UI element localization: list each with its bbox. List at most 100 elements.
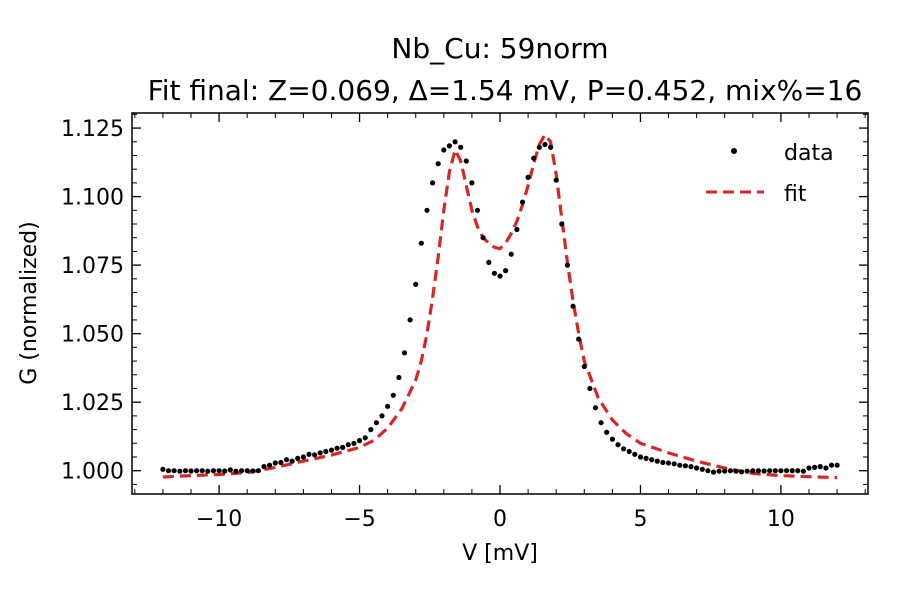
data-point — [312, 452, 318, 458]
data-point — [463, 158, 469, 164]
data-point — [598, 420, 604, 426]
data-point — [373, 420, 379, 426]
data-point — [677, 462, 683, 468]
data-point — [379, 413, 385, 419]
legend-data-label: data — [784, 141, 834, 166]
data-point — [705, 468, 711, 474]
data-point — [396, 374, 402, 381]
x-tick-label: 5 — [633, 507, 647, 532]
data-point — [497, 273, 503, 279]
data-point — [767, 468, 773, 474]
data-point — [486, 259, 492, 265]
data-point — [283, 457, 290, 463]
data-point — [688, 464, 694, 470]
data-point — [514, 226, 520, 233]
data-point — [542, 141, 548, 148]
legend-fit-label: fit — [784, 182, 807, 207]
data-point — [727, 468, 734, 474]
data-point — [615, 442, 621, 448]
data-point — [194, 468, 200, 474]
data-point — [609, 436, 616, 442]
data-point — [390, 392, 396, 398]
data-point — [222, 468, 228, 474]
x-tick-label: 0 — [493, 507, 507, 532]
data-point — [744, 468, 750, 474]
data-point — [239, 468, 245, 474]
data-point — [750, 468, 756, 474]
y-tick-label: 1.075 — [61, 254, 124, 279]
plot-area — [160, 132, 840, 480]
data-point — [806, 465, 812, 471]
data-point — [446, 143, 452, 149]
data-point — [210, 468, 217, 474]
data-point — [621, 446, 627, 452]
data-point — [418, 240, 424, 246]
data-point — [205, 468, 211, 474]
data-point — [722, 468, 728, 474]
y-tick-label: 1.000 — [61, 460, 124, 485]
data-point — [626, 448, 632, 455]
data-point — [474, 207, 481, 213]
data-point — [654, 458, 660, 464]
data-point — [649, 457, 655, 463]
data-point — [761, 468, 767, 474]
data-point — [581, 363, 587, 370]
y-tick-label: 1.050 — [61, 323, 124, 348]
data-point — [334, 445, 340, 451]
data-point — [407, 317, 413, 323]
data-point — [564, 262, 571, 268]
legend: data fit — [706, 141, 834, 207]
data-point — [413, 281, 419, 287]
data-point — [643, 455, 649, 461]
data-point — [694, 465, 700, 471]
data-point — [177, 468, 183, 474]
data-point — [351, 440, 357, 446]
data-point — [345, 442, 351, 448]
data-point — [795, 468, 801, 474]
data-point — [536, 144, 542, 150]
data-point — [435, 161, 441, 167]
data-point — [559, 221, 565, 227]
plot-frame — [131, 112, 869, 495]
data-point — [671, 461, 677, 467]
data-point — [182, 468, 188, 474]
data-point — [576, 336, 582, 342]
data-point — [508, 251, 514, 257]
x-tick-label: −5 — [343, 507, 375, 532]
data-point — [503, 268, 509, 274]
data-point — [227, 467, 233, 473]
data-point — [171, 468, 177, 474]
data-point — [216, 468, 222, 474]
y-tick-label: 1.025 — [61, 391, 124, 416]
data-series — [160, 139, 840, 475]
data-point — [340, 444, 346, 450]
data-point — [682, 463, 689, 469]
data-point — [491, 270, 497, 276]
data-point — [733, 468, 739, 474]
chart-title-line2: Fit final: Z=0.069, Δ=1.54 mV, P=0.452, … — [148, 74, 863, 107]
data-point — [525, 174, 531, 180]
data-point — [289, 458, 295, 464]
data-point — [817, 464, 823, 470]
data-point — [306, 451, 312, 457]
data-point — [710, 469, 717, 475]
data-point — [480, 235, 486, 241]
data-point — [604, 429, 610, 435]
data-point — [660, 459, 666, 466]
data-point — [637, 454, 644, 460]
data-point — [250, 468, 256, 474]
fit-line — [162, 132, 838, 480]
data-point — [789, 468, 795, 474]
data-point — [783, 468, 790, 474]
data-point — [424, 207, 430, 213]
data-point — [317, 450, 323, 456]
data-point — [272, 460, 278, 466]
data-point — [356, 438, 363, 444]
data-point — [665, 460, 672, 466]
data-point — [531, 155, 537, 161]
data-point — [800, 468, 807, 474]
data-point — [233, 468, 239, 474]
x-axis-ticks: −10 −5 0 5 10 — [134, 113, 866, 532]
data-point — [553, 177, 559, 183]
data-point — [632, 451, 638, 457]
